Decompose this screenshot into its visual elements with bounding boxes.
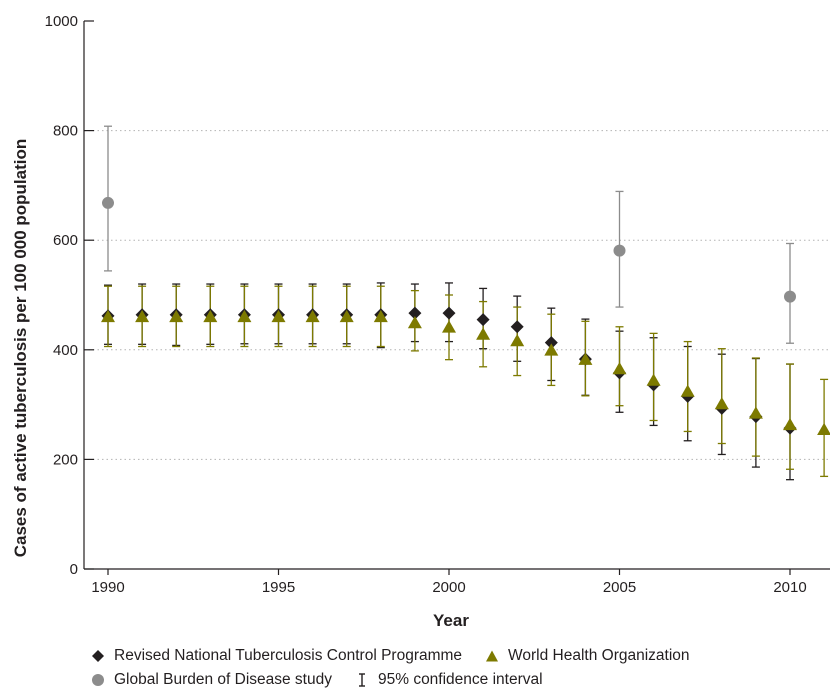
point-triangle (101, 309, 115, 323)
point-triangle (135, 309, 150, 323)
point-triangle (305, 309, 320, 323)
point-triangle (578, 352, 593, 365)
legend-label-who: World Health Organization (508, 647, 690, 664)
errorbar-triangle (717, 348, 726, 445)
x-tick-label: 2000 (432, 579, 465, 596)
gridlines (84, 130, 830, 460)
y-tick-label: 1000 (45, 13, 78, 30)
legend-diamond-icon (92, 650, 104, 662)
point-triangle (237, 309, 252, 323)
legend-circle-icon (92, 674, 104, 686)
point-triangle (510, 334, 525, 347)
point-circle (613, 244, 626, 257)
point-diamond (442, 306, 456, 320)
point-triangle (271, 309, 286, 323)
point-triangle (407, 315, 422, 329)
point-diamond (544, 336, 558, 350)
point-circle (784, 290, 796, 303)
y-tick-label: 200 (53, 451, 78, 468)
point-triangle (476, 327, 491, 340)
errorbar-triangle (786, 363, 794, 470)
point-triangle (612, 361, 627, 375)
legend-item-who: World Health Organization (484, 647, 690, 665)
point-triangle (646, 373, 661, 386)
chart: 0 200 400 600 800 1000 1990 1995 2000 2005 2010 Ye… (11, 13, 830, 630)
point-triangle (339, 309, 354, 323)
y-tick-label: 400 (53, 342, 78, 359)
legend-item-gbd: Global Burden of Disease study (90, 671, 332, 689)
point-triangle (817, 422, 830, 436)
tick-labels: 0 200 400 600 800 1000 1990 1995 2000 2005 2010 (45, 13, 807, 596)
legend-triangle-icon (486, 650, 499, 662)
legend-label-gbd: Global Burden of Disease study (114, 671, 332, 688)
x-tick-label: 1990 (91, 579, 124, 596)
point-diamond (510, 320, 524, 334)
legend-row-2: Global Burden of Disease study 95% confi… (90, 668, 810, 692)
x-tick-label: 2010 (773, 579, 806, 596)
legend-label-ci: 95% confidence interval (377, 671, 543, 688)
legend-label-rntcp: Revised National Tuberculosis Control Pr… (114, 647, 463, 664)
axes (83, 20, 830, 575)
legend-item-ci: 95% confidence interval (354, 671, 543, 689)
y-tick-label: 600 (53, 232, 78, 249)
y-tick-label: 0 (70, 561, 78, 578)
point-triangle (714, 397, 729, 410)
x-tick-label: 1995 (262, 579, 295, 596)
point-circle (102, 196, 114, 209)
legend-item-rntcp: Revised National Tuberculosis Control Pr… (90, 647, 462, 665)
legend-row-1: Revised National Tuberculosis Control Pr… (90, 644, 810, 668)
x-tick-label: 2005 (603, 579, 636, 596)
point-triangle (442, 320, 456, 333)
point-triangle (783, 417, 797, 431)
point-triangle (544, 343, 559, 356)
y-tick-label: 800 (53, 123, 78, 140)
legend: Revised National Tuberculosis Control Pr… (90, 644, 810, 692)
point-triangle (373, 309, 388, 323)
point-triangle (680, 384, 695, 397)
point-triangle (169, 309, 184, 323)
point-triangle (748, 406, 763, 419)
point-diamond (476, 313, 490, 327)
point-triangle (203, 309, 218, 323)
legend-errorbar-icon (358, 673, 365, 687)
x-axis-title: Year (433, 611, 469, 630)
point-diamond (408, 306, 422, 320)
y-axis-title: Cases of active tuberculosis per 100 000… (11, 139, 30, 558)
data-marks (101, 125, 830, 481)
